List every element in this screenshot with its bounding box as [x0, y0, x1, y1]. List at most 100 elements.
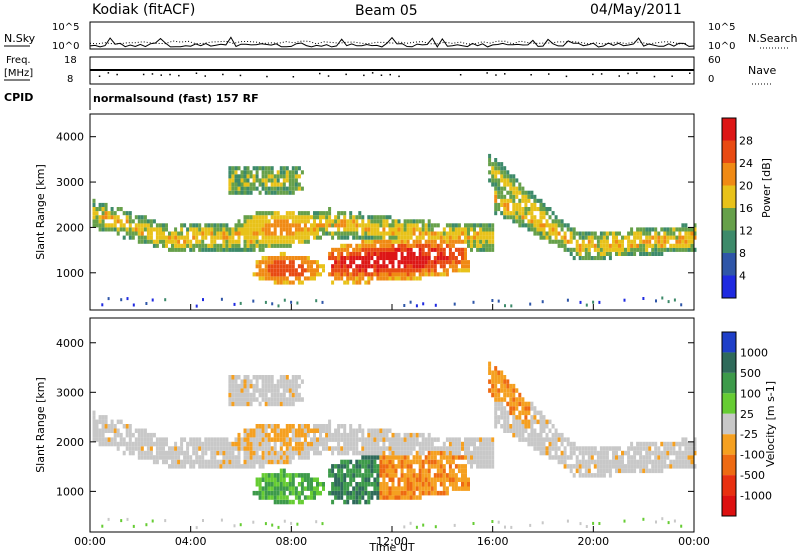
velocity-cell: [98, 432, 102, 438]
power-cell: [282, 166, 286, 171]
velocity-cell: [300, 499, 304, 505]
velocity-cell: [294, 375, 298, 380]
velocity-cell: [288, 401, 292, 407]
velocity-cell: [189, 441, 193, 447]
velocity-cell: [252, 383, 256, 389]
power-cell: [261, 276, 265, 281]
power-cell: [355, 280, 359, 285]
power-cell: [400, 247, 404, 252]
velocity-cell: [539, 450, 543, 456]
velocity-cell: [506, 415, 510, 420]
power-cell: [364, 272, 368, 277]
velocity-cell: [512, 406, 516, 411]
power-cell: [690, 239, 694, 244]
velocity-cell: [539, 415, 543, 420]
velocity-cell: [403, 525, 406, 529]
velocity-cell: [612, 446, 615, 451]
power-cell: [252, 219, 256, 224]
velocity-cell: [294, 383, 298, 389]
velocity-cell: [273, 397, 277, 402]
velocity-cell: [343, 499, 347, 505]
velocity-cell: [276, 459, 280, 465]
power-cell: [143, 235, 147, 240]
power-cell: [228, 170, 232, 175]
power-cell: [397, 264, 401, 269]
velocity-cell: [482, 441, 486, 447]
velocity-cell: [270, 388, 274, 393]
power-cell: [503, 166, 507, 171]
velocity-cell: [518, 424, 522, 429]
power-cell: [680, 303, 683, 307]
velocity-cell: [521, 428, 525, 433]
velocity-cell: [261, 459, 265, 465]
velocity-cell: [264, 392, 268, 398]
power-cell: [518, 202, 522, 207]
velocity-cell: [403, 482, 407, 487]
velocity-cell: [593, 459, 597, 465]
power-cell: [585, 303, 588, 307]
velocity-cell: [403, 455, 407, 460]
velocity-cell: [621, 450, 624, 456]
power-cell: [273, 272, 277, 277]
power-cell: [412, 272, 416, 277]
velocity-cell: [291, 397, 295, 402]
colorbar-swatch: [722, 475, 736, 496]
x-tick-label: 08:00: [275, 535, 307, 548]
power-cell: [403, 227, 407, 232]
velocity-cell: [355, 482, 359, 487]
power-cell: [615, 231, 618, 236]
power-cell: [337, 223, 341, 228]
power-cell: [403, 247, 407, 252]
power-cell: [494, 174, 498, 179]
velocity-cell: [430, 459, 434, 465]
power-cell: [581, 231, 585, 236]
velocity-cell: [548, 428, 552, 433]
power-cell: [581, 256, 585, 261]
velocity-cell: [313, 495, 316, 500]
velocity-cell: [612, 459, 615, 465]
velocity-cell: [530, 419, 534, 425]
velocity-cell: [249, 455, 253, 460]
velocity-cell: [391, 495, 395, 500]
colorbar-tick-label: 500: [740, 367, 761, 380]
velocity-cell: [530, 415, 534, 420]
velocity-cell: [285, 486, 289, 491]
power-cell: [198, 227, 202, 232]
velocity-cell: [162, 459, 165, 465]
velocity-cell: [370, 437, 374, 442]
velocity-cell: [397, 437, 401, 442]
velocity-cell: [497, 388, 501, 393]
power-cell: [237, 247, 241, 252]
power-cell: [358, 276, 362, 281]
velocity-cell: [285, 375, 289, 380]
power-cell: [171, 239, 174, 244]
power-cell: [101, 202, 105, 207]
power-cell: [162, 227, 165, 232]
velocity-cell: [101, 432, 105, 438]
velocity-cell: [391, 450, 395, 456]
velocity-cell: [675, 455, 679, 460]
power-cell: [467, 223, 470, 228]
velocity-cell: [340, 477, 344, 482]
velocity-cell: [313, 428, 316, 433]
power-cell: [503, 207, 507, 212]
power-cell: [675, 227, 679, 232]
velocity-cell: [261, 375, 265, 380]
colorbar-tick-label: -100: [740, 449, 765, 462]
velocity-cell: [104, 415, 108, 420]
power-cell: [128, 227, 132, 232]
velocity-cell: [122, 437, 126, 442]
power-cell: [183, 247, 187, 252]
velocity-cell: [400, 459, 404, 465]
power-cell: [122, 235, 126, 240]
power-cell: [406, 272, 410, 277]
velocity-cell: [126, 517, 129, 521]
power-cell: [590, 231, 594, 236]
velocity-cell: [267, 441, 271, 447]
velocity-cell: [581, 446, 585, 451]
velocity-cell: [678, 450, 682, 456]
power-cell: [433, 264, 437, 269]
velocity-cell: [116, 432, 120, 438]
velocity-cell: [149, 455, 153, 460]
power-cell: [448, 235, 452, 240]
